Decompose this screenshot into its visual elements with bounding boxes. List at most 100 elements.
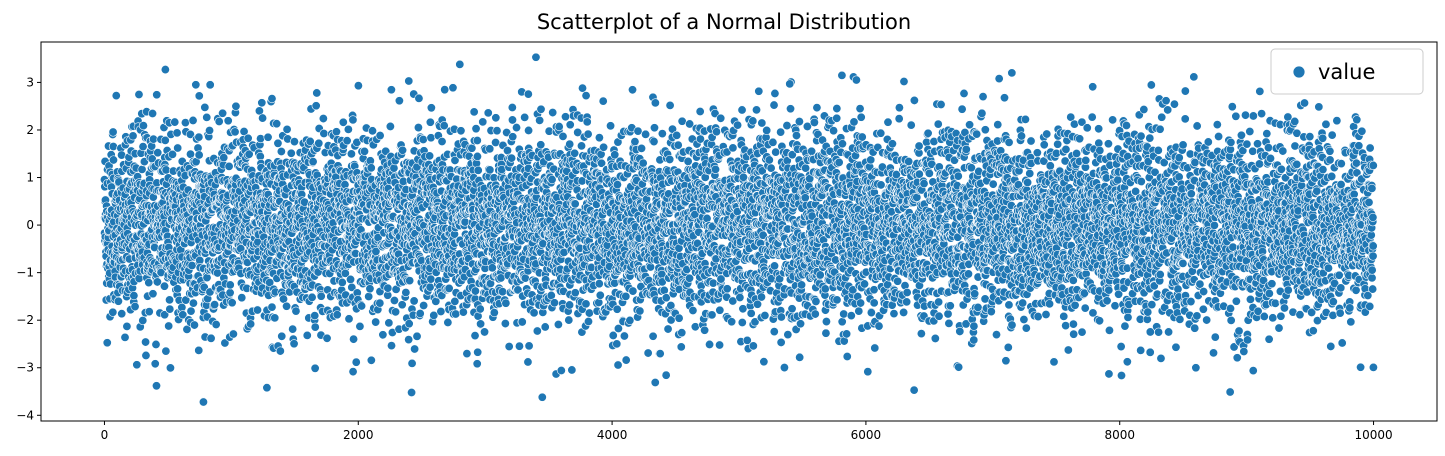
scatter-point xyxy=(205,126,215,136)
scatter-point xyxy=(716,113,726,123)
scatter-point xyxy=(344,314,354,324)
scatter-point xyxy=(150,359,160,369)
scatter-point xyxy=(173,143,183,153)
scatter-point xyxy=(715,305,725,315)
scatter-point xyxy=(676,342,686,352)
scatter-point xyxy=(633,126,643,136)
scatter-point xyxy=(565,139,575,149)
scatter-point xyxy=(111,91,121,101)
scatter-point xyxy=(582,117,592,127)
scatter-point xyxy=(517,317,527,327)
scatter-point xyxy=(594,279,604,289)
scatter-point xyxy=(386,85,396,95)
scatter-point xyxy=(414,93,424,103)
scatter-point xyxy=(267,302,277,312)
scatter-point xyxy=(302,330,312,340)
scatter-point xyxy=(214,116,224,126)
scatter-point xyxy=(523,89,533,99)
scatter-point xyxy=(514,341,524,351)
scatter-point xyxy=(523,357,533,367)
scatter-point xyxy=(351,357,361,367)
scatter-point xyxy=(426,274,436,284)
scatter-point xyxy=(553,319,563,329)
scatter-point xyxy=(337,277,347,287)
scatter-point xyxy=(138,142,148,152)
scatter-point xyxy=(343,124,353,134)
scatter-point xyxy=(489,308,499,318)
scatter-point xyxy=(202,112,212,122)
scatter-point xyxy=(711,164,721,174)
scatter-point xyxy=(189,320,199,330)
scatter-point xyxy=(512,123,522,133)
scatter-point xyxy=(230,127,240,137)
scatter-point xyxy=(219,153,229,163)
scatter-point xyxy=(130,302,140,312)
scatter-point xyxy=(275,346,285,356)
scatter-point xyxy=(108,155,118,165)
scatter-point xyxy=(483,108,493,118)
scatter-point xyxy=(172,128,182,138)
scatter-point xyxy=(289,137,299,147)
scatter-point xyxy=(674,313,684,323)
scatter-point xyxy=(346,274,356,284)
scatter-point xyxy=(178,310,188,320)
scatter-point xyxy=(472,359,482,369)
scatter-point xyxy=(462,349,472,359)
scatter-point xyxy=(161,346,171,356)
scatter-point xyxy=(152,90,162,100)
scatter-point xyxy=(322,333,332,343)
scatter-point xyxy=(225,280,235,290)
scatter-point xyxy=(524,341,534,351)
scatter-point xyxy=(558,131,568,141)
scatter-point xyxy=(690,322,700,332)
scatter-point xyxy=(472,151,482,161)
scatter-point xyxy=(503,146,513,156)
scatter-point xyxy=(700,325,710,335)
scatter-point xyxy=(470,331,480,341)
scatter-point xyxy=(606,121,616,131)
scatter-point xyxy=(570,288,580,298)
scatter-point xyxy=(170,117,180,127)
scatter-point xyxy=(165,363,175,373)
scatter-point xyxy=(565,120,575,130)
scatter-point xyxy=(549,298,559,308)
scatter-point xyxy=(404,335,414,345)
scatter-point xyxy=(359,146,369,156)
scatter-point xyxy=(637,143,647,153)
scatter-point xyxy=(346,149,356,159)
scatter-point xyxy=(405,276,415,286)
scatter-point xyxy=(409,296,419,306)
scatter-point xyxy=(584,308,594,318)
scatter-point xyxy=(389,163,399,173)
scatter-point xyxy=(437,137,447,147)
scatter-point xyxy=(355,321,365,331)
scatter-point xyxy=(228,329,238,339)
scatter-point xyxy=(348,367,358,377)
scatter-point xyxy=(286,148,296,158)
scatter-point xyxy=(181,295,191,305)
scatter-point xyxy=(655,349,665,359)
scatter-point xyxy=(705,339,715,349)
scatter-point xyxy=(599,142,609,152)
scatter-point xyxy=(610,278,620,288)
scatter-point xyxy=(134,90,144,100)
scatter-point xyxy=(413,123,423,133)
scatter-point xyxy=(567,365,577,375)
scatter-point xyxy=(412,331,422,341)
scatter-point xyxy=(310,363,320,373)
scatter-point xyxy=(665,154,675,164)
scatter-point xyxy=(404,319,414,329)
scatter-point xyxy=(253,305,263,315)
scatter-point xyxy=(205,80,215,90)
scatter-point xyxy=(256,134,266,144)
scatter-point xyxy=(258,113,268,123)
scatter-point xyxy=(108,307,118,317)
scatter-point xyxy=(273,138,283,148)
scatter-point xyxy=(659,285,669,295)
scatter-point xyxy=(141,350,151,360)
scatter-point xyxy=(349,334,359,344)
scatter-point xyxy=(688,306,698,316)
scatter-point xyxy=(683,156,693,166)
scatter-point xyxy=(608,330,618,340)
scatter-point xyxy=(451,309,461,319)
